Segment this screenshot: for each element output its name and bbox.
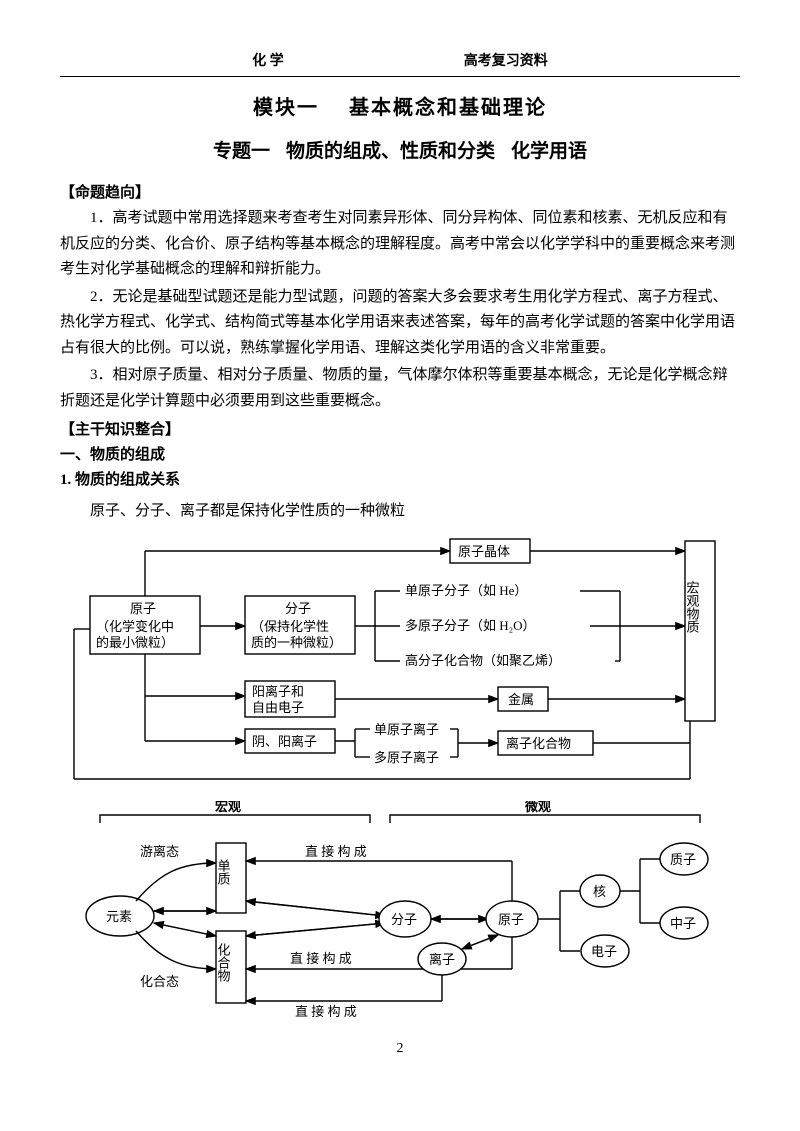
core-label: 【主干知识整合】 bbox=[60, 418, 740, 439]
svg-text:分子: 分子 bbox=[391, 912, 417, 927]
svg-text:微观: 微观 bbox=[524, 801, 551, 814]
svg-text:直 接 构 成: 直 接 构 成 bbox=[295, 1004, 357, 1019]
svg-text:阳离子和: 阳离子和 bbox=[252, 684, 304, 699]
header-left: 化 学 bbox=[252, 50, 284, 70]
svg-text:直 接 构 成: 直 接 构 成 bbox=[290, 951, 352, 966]
trend-label: 【命题趋向】 bbox=[60, 181, 740, 202]
svg-text:电子: 电子 bbox=[591, 944, 617, 959]
svg-text:（化学变化中: （化学变化中 bbox=[96, 619, 174, 634]
paragraph-2: 2．无论是基础型试题还是能力型试题，问题的答案大多会要求考生用化学方程式、离子方… bbox=[60, 285, 740, 362]
svg-text:离子: 离子 bbox=[429, 952, 455, 967]
svg-text:的最小微粒）: 的最小微粒） bbox=[96, 635, 174, 650]
svg-text:原子晶体: 原子晶体 bbox=[458, 544, 510, 559]
svg-text:原子: 原子 bbox=[130, 601, 156, 616]
module-name: 基本概念和基础理论 bbox=[349, 97, 547, 119]
svg-text:直 接 构 成: 直 接 构 成 bbox=[305, 844, 367, 859]
diagram-1: 原子 （化学变化中 的最小微粒） 原子晶体 分子 （保持化学性 质的一种微粒） … bbox=[60, 531, 740, 791]
svg-text:单原子分子（如 He）: 单原子分子（如 He） bbox=[405, 583, 527, 598]
svg-text:质子: 质子 bbox=[670, 852, 696, 867]
svg-text:质的一种微粒）: 质的一种微粒） bbox=[251, 635, 342, 650]
svg-text:化合物: 化合物 bbox=[216, 943, 231, 983]
svg-text:自由电子: 自由电子 bbox=[252, 700, 304, 715]
diagram-2: 宏观 微观 元素 游离态 化合态 单质 化合物 直 接 构 成 分子 bbox=[60, 801, 740, 1031]
svg-text:多原子分子（如 H₂O）: 多原子分子（如 H₂O） bbox=[405, 618, 536, 633]
heading-1: 一、物质的组成 bbox=[60, 443, 740, 464]
svg-text:中子: 中子 bbox=[670, 916, 696, 931]
page-header: 化 学 高考复习资料 bbox=[60, 50, 740, 77]
page-number: 2 bbox=[60, 1041, 740, 1057]
svg-text:阴、阳离子: 阴、阳离子 bbox=[252, 734, 317, 749]
svg-text:游离态: 游离态 bbox=[140, 844, 179, 859]
svg-text:（保持化学性: （保持化学性 bbox=[251, 619, 329, 634]
svg-text:分子: 分子 bbox=[285, 601, 311, 616]
svg-text:高分子化合物（如聚乙烯）: 高分子化合物（如聚乙烯） bbox=[405, 653, 561, 668]
svg-text:宏观物质: 宏观物质 bbox=[685, 581, 700, 633]
svg-text:单原子离子: 单原子离子 bbox=[374, 722, 439, 737]
topic-num: 专题一 bbox=[213, 141, 270, 162]
header-right: 高考复习资料 bbox=[464, 50, 548, 70]
svg-text:宏观: 宏观 bbox=[215, 801, 241, 814]
svg-text:核: 核 bbox=[593, 884, 606, 899]
svg-text:金属: 金属 bbox=[508, 692, 534, 707]
paragraph-1: 1．高考试题中常用选择题来考查考生对同素异形体、同分异构体、同位素和核素、无机反… bbox=[60, 206, 740, 283]
svg-text:单质: 单质 bbox=[216, 859, 231, 885]
module-num: 模块一 bbox=[253, 97, 319, 119]
intro-note: 原子、分子、离子都是保持化学性质的一种微粒 bbox=[60, 499, 740, 525]
topic-name-2: 化学用语 bbox=[511, 141, 587, 162]
svg-text:多原子离子: 多原子离子 bbox=[374, 750, 439, 765]
topic-title: 专题一物质的组成、性质和分类化学用语 bbox=[60, 136, 740, 163]
svg-text:原子: 原子 bbox=[498, 912, 524, 927]
svg-text:化合态: 化合态 bbox=[140, 974, 179, 989]
svg-text:离子化合物: 离子化合物 bbox=[506, 736, 571, 751]
paragraph-3: 3．相对原子质量、相对分子质量、物质的量，气体摩尔体积等重要基本概念，无论是化学… bbox=[60, 363, 740, 414]
module-title: 模块一 基本概念和基础理论 bbox=[60, 91, 740, 120]
heading-2: 1. 物质的组成关系 bbox=[60, 468, 740, 489]
topic-name-1: 物质的组成、性质和分类 bbox=[286, 141, 495, 162]
svg-text:元素: 元素 bbox=[106, 909, 132, 924]
